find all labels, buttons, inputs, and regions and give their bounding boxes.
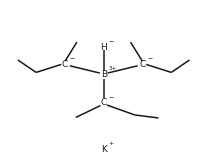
Text: −: − [147, 56, 152, 61]
Text: −: − [108, 38, 114, 43]
Text: −: − [70, 56, 75, 61]
Text: −: − [108, 94, 114, 99]
Text: B: B [101, 70, 107, 79]
Text: K: K [101, 145, 107, 154]
Text: C: C [139, 60, 145, 69]
Text: C: C [101, 98, 107, 107]
Text: C: C [62, 60, 68, 69]
Text: 3+: 3+ [108, 66, 117, 71]
Text: +: + [108, 141, 114, 146]
Text: H: H [100, 43, 107, 52]
